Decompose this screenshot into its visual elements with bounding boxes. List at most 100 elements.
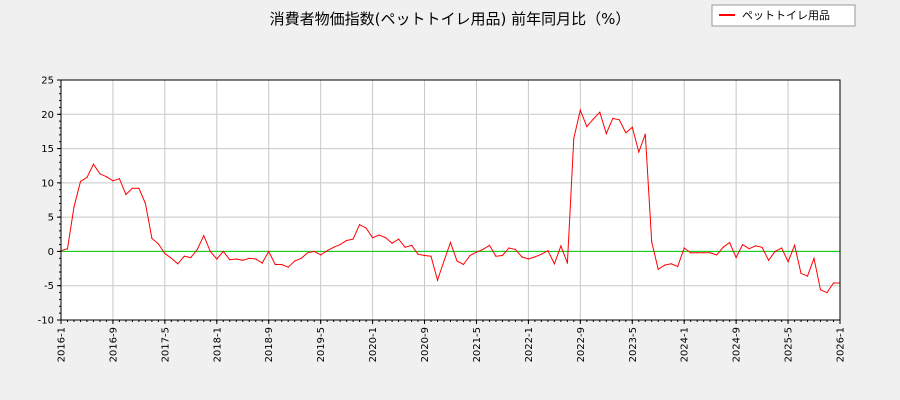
data-point [157, 243, 159, 245]
data-point [612, 117, 614, 119]
data-point [794, 244, 796, 246]
data-point [359, 224, 361, 226]
data-point [339, 244, 341, 246]
y-tick-label: 25 [41, 76, 54, 87]
x-tick-label: 2018-1 [212, 327, 223, 362]
data-point [631, 126, 633, 128]
x-tick-label: 2017-5 [160, 327, 171, 362]
data-point [560, 245, 562, 247]
data-point [722, 246, 724, 248]
data-point [443, 260, 445, 262]
data-point [229, 259, 231, 261]
data-point [436, 279, 439, 281]
data-point [521, 256, 523, 258]
data-point [66, 248, 69, 250]
data-point [138, 187, 140, 189]
data-point [352, 238, 354, 240]
data-point [832, 282, 835, 284]
data-point [151, 237, 153, 239]
data-point [586, 126, 588, 128]
data-point [209, 250, 211, 252]
data-point [423, 254, 426, 257]
data-point [592, 118, 594, 120]
grid [60, 79, 841, 321]
data-point [346, 239, 348, 242]
data-point [430, 255, 432, 257]
data-point [86, 176, 88, 178]
data-point [664, 264, 666, 266]
data-point [670, 263, 672, 265]
plot-area [61, 80, 840, 320]
data-point [248, 257, 250, 259]
data-point [716, 254, 718, 256]
data-point [411, 244, 413, 246]
data-point [222, 250, 224, 252]
x-tick-label: 2019-5 [316, 327, 327, 362]
data-point [696, 252, 698, 254]
data-point [768, 259, 770, 261]
data-point [242, 259, 244, 261]
legend: ペットトイレ用品 [711, 4, 856, 27]
data-point [170, 257, 172, 259]
data-point [287, 266, 289, 268]
data-point [703, 252, 705, 254]
data-point [826, 292, 828, 294]
data-point [398, 238, 400, 240]
data-point [320, 254, 322, 256]
data-point [787, 261, 789, 263]
data-point [190, 257, 192, 259]
data-point [508, 247, 510, 249]
data-point [462, 263, 465, 266]
plot-frame [60, 79, 841, 321]
x-tick-label: 2016-9 [108, 327, 119, 362]
x-tick-label: 2026-1 [836, 327, 847, 362]
data-point [456, 260, 458, 262]
data-point [488, 244, 491, 246]
data-point [99, 173, 101, 175]
legend-label: ペットトイレ用品 [742, 9, 830, 22]
data-point [268, 250, 270, 252]
x-tick-label: 2024-9 [732, 327, 743, 362]
data-point [196, 248, 198, 250]
data-point [281, 263, 283, 266]
data-point [638, 151, 640, 153]
data-point [599, 111, 601, 113]
data-point [690, 252, 692, 254]
data-point [417, 253, 419, 255]
data-point [326, 250, 328, 252]
data-point [761, 246, 763, 248]
data-point [657, 268, 659, 270]
data-point [385, 237, 387, 239]
data-point [755, 245, 757, 247]
data-point [547, 250, 549, 252]
y-tick-label: 0 [48, 247, 54, 258]
data-point [449, 241, 452, 244]
data-point [255, 258, 257, 260]
data-point [573, 137, 575, 139]
y-tick-label: 20 [41, 110, 54, 121]
data-point [677, 265, 679, 268]
data-point [307, 252, 309, 254]
data-point [482, 248, 484, 250]
data-point [566, 262, 569, 264]
y-tick-labels: -10 -5 0 5 10 15 20 25 [38, 76, 54, 327]
data-point [819, 289, 822, 291]
data-point [183, 255, 185, 257]
x-tick-label: 2023-5 [628, 327, 639, 362]
data-point [709, 252, 711, 254]
x-tick-label: 2020-9 [420, 327, 431, 362]
data-point [261, 262, 263, 264]
data-point [742, 244, 744, 246]
x-tick-label: 2018-9 [264, 327, 275, 362]
data-point [177, 263, 179, 265]
data-point [501, 254, 503, 257]
data-point [729, 241, 731, 244]
data-point [625, 132, 627, 134]
data-point [164, 252, 166, 255]
y-tick-label: -5 [44, 281, 54, 292]
data-point [514, 248, 517, 250]
data-point [579, 109, 581, 111]
data-point [118, 178, 120, 180]
data-point [79, 180, 82, 183]
